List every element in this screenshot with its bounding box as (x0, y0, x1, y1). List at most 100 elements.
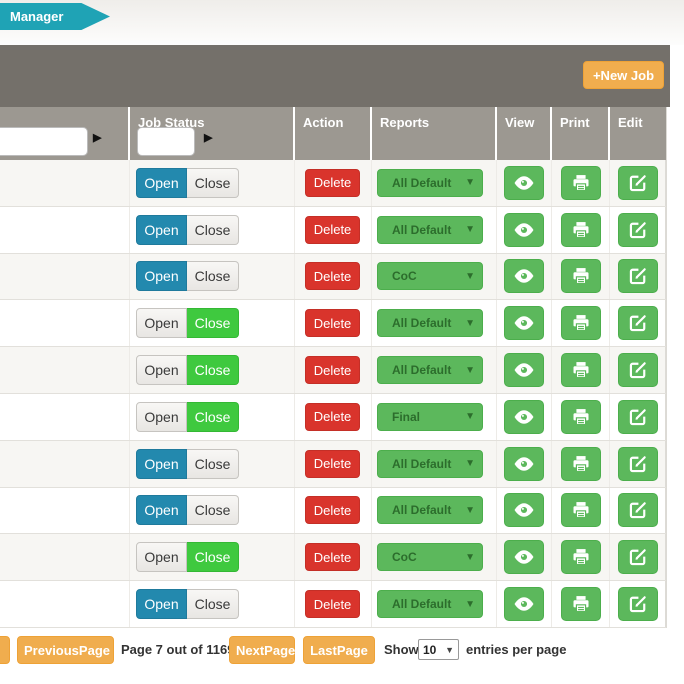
reports-select[interactable]: All Default ▼ (377, 356, 483, 385)
row-cell-blank (0, 160, 130, 206)
last-page-button[interactable]: LastPage (303, 636, 375, 664)
table-row: Open Close Delete All Default ▼ (0, 300, 666, 348)
reports-select[interactable]: All Default ▼ (377, 215, 483, 244)
open-button[interactable]: Open (136, 589, 187, 620)
table-row: Open Close Delete CoC ▼ (0, 253, 666, 301)
edit-button[interactable] (617, 306, 658, 341)
reports-select[interactable]: All Default ▼ (377, 496, 483, 525)
reports-select[interactable]: Final ▼ (377, 402, 483, 431)
delete-button[interactable]: Delete (305, 262, 360, 291)
print-button[interactable] (560, 306, 601, 341)
print-button[interactable] (560, 165, 601, 200)
reports-select[interactable]: All Default ▼ (377, 309, 483, 338)
header-label: Action (303, 115, 344, 130)
open-button[interactable]: Open (136, 261, 187, 292)
edit-button[interactable] (617, 259, 658, 294)
open-button[interactable]: Open (136, 167, 187, 198)
open-button[interactable]: Open (136, 401, 187, 432)
open-button[interactable]: Open (136, 448, 187, 479)
open-button[interactable]: Open (136, 308, 187, 339)
close-button[interactable]: Close (187, 542, 239, 573)
row-cell-view (497, 487, 552, 534)
reports-select[interactable]: CoC ▼ (377, 543, 483, 572)
view-button[interactable] (504, 493, 544, 528)
job-status-toggle: Open Close (136, 495, 239, 526)
delete-button[interactable]: Delete (305, 449, 360, 478)
delete-button[interactable]: Delete (305, 496, 360, 525)
print-button[interactable] (560, 446, 601, 481)
next-page-button[interactable]: NextPage (229, 636, 295, 664)
eye-icon (513, 408, 535, 426)
delete-button[interactable]: Delete (305, 402, 360, 431)
view-button[interactable] (504, 446, 544, 481)
edit-button[interactable] (617, 212, 658, 247)
new-job-button[interactable]: +New Job (583, 61, 664, 89)
edit-button[interactable] (617, 446, 658, 481)
filter-arrow-icon[interactable]: ▶ (93, 132, 102, 144)
edit-button[interactable] (617, 399, 658, 434)
print-button[interactable] (560, 540, 601, 575)
edit-button[interactable] (617, 587, 658, 622)
row-cell-print (552, 534, 610, 581)
edit-button[interactable] (617, 165, 658, 200)
reports-select[interactable]: All Default ▼ (377, 449, 483, 478)
delete-button[interactable]: Delete (305, 215, 360, 244)
first-page-button[interactable]: FirstPage (0, 636, 10, 664)
view-button[interactable] (504, 540, 544, 575)
view-button[interactable] (504, 353, 544, 388)
reports-select[interactable]: All Default ▼ (377, 168, 483, 197)
row-cell-edit (610, 347, 666, 393)
row-cell-action: Delete (295, 160, 372, 206)
edit-button[interactable] (617, 493, 658, 528)
delete-button[interactable]: Delete (305, 356, 360, 385)
close-button[interactable]: Close (187, 495, 239, 526)
table-row: Open Close Delete All Default ▼ (0, 160, 666, 207)
print-button[interactable] (560, 493, 601, 528)
filter-arrow-icon[interactable]: ▶ (204, 132, 213, 144)
print-button[interactable] (560, 353, 601, 388)
row-cell-reports: CoC ▼ (372, 253, 497, 300)
delete-button[interactable]: Delete (305, 309, 360, 338)
table-row: Open Close Delete All Default ▼ (0, 206, 666, 254)
close-button[interactable]: Close (187, 167, 239, 198)
view-button[interactable] (504, 399, 544, 434)
row-cell-print (552, 487, 610, 534)
close-button[interactable]: Close (187, 589, 239, 620)
print-button[interactable] (560, 259, 601, 294)
row-cell-blank (0, 440, 130, 487)
close-button[interactable]: Close (187, 355, 239, 386)
entries-per-page-select[interactable]: 10 ▼ (418, 639, 459, 660)
close-button[interactable]: Close (187, 401, 239, 432)
print-button[interactable] (560, 399, 601, 434)
view-button[interactable] (504, 306, 544, 341)
close-button[interactable]: Close (187, 214, 239, 245)
reports-select[interactable]: CoC ▼ (377, 262, 483, 291)
open-button[interactable]: Open (136, 355, 187, 386)
table-row: Open Close Delete All Default ▼ (0, 440, 666, 488)
delete-button[interactable]: Delete (305, 590, 360, 619)
close-button[interactable]: Close (187, 448, 239, 479)
delete-button[interactable]: Delete (305, 168, 360, 197)
row-cell-view (497, 347, 552, 393)
open-button[interactable]: Open (136, 214, 187, 245)
view-button[interactable] (504, 212, 544, 247)
delete-button[interactable]: Delete (305, 543, 360, 572)
view-button[interactable] (504, 165, 544, 200)
edit-button[interactable] (617, 540, 658, 575)
open-button[interactable]: Open (136, 542, 187, 573)
edit-button[interactable] (617, 353, 658, 388)
row-filter-input[interactable] (0, 127, 88, 156)
previous-page-button[interactable]: PreviousPage (17, 636, 114, 664)
close-button[interactable]: Close (187, 261, 239, 292)
close-button[interactable]: Close (187, 308, 239, 339)
view-button[interactable] (504, 587, 544, 622)
job-status-toggle: Open Close (136, 308, 239, 339)
reports-select[interactable]: All Default ▼ (377, 590, 483, 619)
row-cell-reports: All Default ▼ (372, 206, 497, 253)
caret-down-icon: ▼ (465, 458, 475, 470)
job-status-filter-input[interactable] (137, 127, 195, 156)
view-button[interactable] (504, 259, 544, 294)
print-button[interactable] (560, 212, 601, 247)
print-button[interactable] (560, 587, 601, 622)
open-button[interactable]: Open (136, 495, 187, 526)
